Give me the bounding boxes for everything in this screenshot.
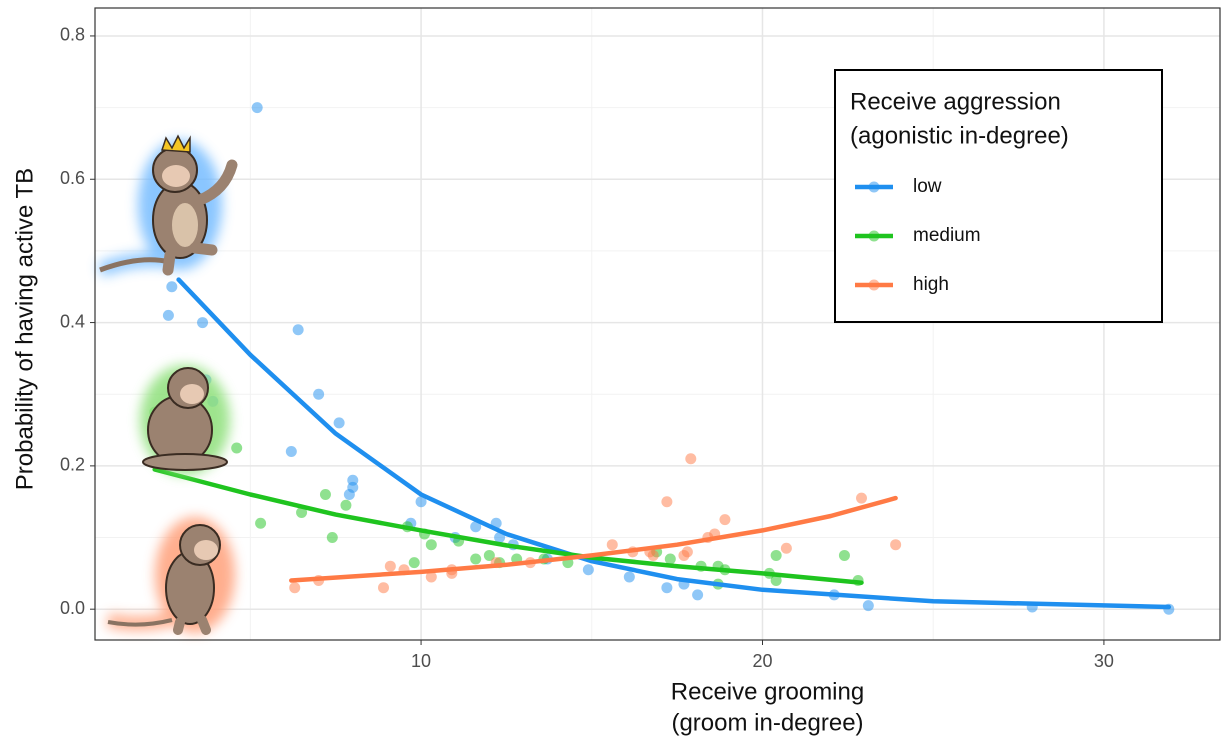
point <box>425 539 437 551</box>
point <box>292 324 304 336</box>
legend-box <box>834 69 1163 323</box>
point <box>197 317 209 329</box>
point <box>415 496 427 508</box>
legend-title: (agonistic in-degree) <box>850 122 1069 149</box>
monkey-standing <box>106 517 235 635</box>
fit-line <box>152 467 864 585</box>
point <box>162 309 174 321</box>
point <box>647 549 659 561</box>
point <box>313 388 325 400</box>
point <box>770 549 782 561</box>
point <box>483 549 495 561</box>
point <box>340 499 352 511</box>
point <box>661 496 673 508</box>
y-tick-label: 0.2 <box>60 455 85 475</box>
y-tick-label: 0.8 <box>60 25 85 45</box>
legend-point <box>868 279 880 291</box>
fit-line <box>176 277 1172 610</box>
y-axis-title: Probability of having active TB <box>11 168 38 490</box>
legend-point <box>868 230 880 242</box>
x-tick-label: 10 <box>411 651 431 671</box>
x-tick-label: 20 <box>752 651 772 671</box>
point <box>255 517 267 529</box>
point <box>838 549 850 561</box>
point <box>770 575 782 587</box>
point <box>661 582 673 594</box>
point <box>606 539 618 551</box>
legend: Receive aggression (agonistic in-degree) l… <box>834 69 1163 323</box>
x-axis-title: (groom in-degree) <box>671 709 863 736</box>
point <box>285 446 297 458</box>
legend-label: low <box>913 176 942 197</box>
point <box>862 600 874 612</box>
point <box>623 571 635 583</box>
legend-title: Receive aggression <box>850 88 1061 115</box>
point <box>582 564 594 576</box>
legend-point <box>868 181 880 193</box>
point <box>856 492 868 504</box>
x-tick-label: 30 <box>1094 651 1114 671</box>
point <box>326 532 338 544</box>
point <box>296 506 308 518</box>
point <box>251 102 263 114</box>
y-tick-label: 0.6 <box>60 168 85 188</box>
point <box>378 582 390 594</box>
point <box>685 453 697 465</box>
labels: 10 20 30 0.0 0.2 0.4 0.6 0.8 Receive grooming (gr… <box>11 25 1114 737</box>
point <box>333 417 345 429</box>
point <box>470 521 482 533</box>
panel-border <box>94 7 1221 641</box>
point <box>166 281 178 293</box>
point <box>319 489 331 501</box>
point <box>384 560 396 572</box>
legend-label: high <box>913 274 949 295</box>
point <box>343 489 355 501</box>
point <box>780 542 792 554</box>
monkey-king <box>97 134 238 277</box>
fit-line <box>289 495 898 583</box>
point <box>425 571 437 583</box>
point <box>231 442 243 454</box>
point <box>494 532 506 544</box>
point <box>890 539 902 551</box>
x-axis-title: Receive grooming <box>671 678 864 705</box>
point <box>289 582 301 594</box>
y-tick-label: 0.4 <box>60 311 85 331</box>
marks <box>149 102 1175 615</box>
legend-label: medium <box>913 225 981 246</box>
monkey-sitting <box>140 365 230 475</box>
y-tick-label: 0.0 <box>60 598 85 618</box>
point <box>470 553 482 565</box>
point <box>664 553 676 565</box>
point <box>719 514 731 526</box>
point <box>692 589 704 601</box>
point <box>408 557 420 569</box>
point <box>681 546 693 558</box>
